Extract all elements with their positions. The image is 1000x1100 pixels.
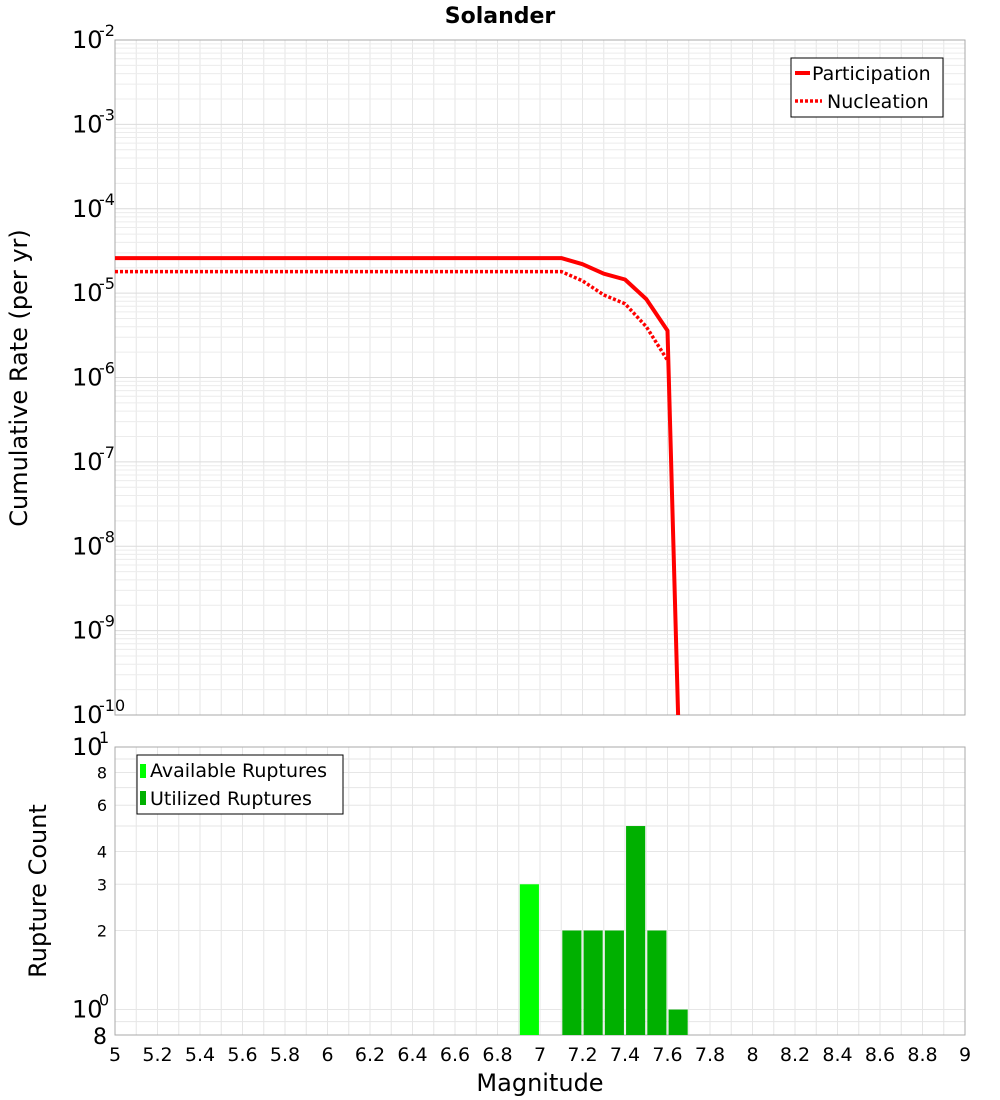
legend-available-label: Available Ruptures [150,760,327,782]
bottom-y-tick-exp: 1 [99,728,109,747]
top-y-tick-base: 10 [72,701,103,729]
top-y-tick-base: 10 [72,364,103,392]
x-tick-label: 6.8 [482,1044,512,1066]
top-y-tick-exp: -8 [99,527,115,546]
bar [562,930,582,1035]
bottom-y-axis-label: Rupture Count [24,804,52,978]
top-y-tick-base: 10 [72,279,103,307]
participation-line [115,256,681,716]
nucleation-line [115,269,669,362]
x-tick-label: 5.8 [270,1044,300,1066]
bottom-y-tick-label: 3 [97,875,107,894]
top-y-tick: 10-5 [72,274,115,307]
bottom-legend: Available Ruptures Utilized Ruptures [136,754,344,815]
top-y-tick: 10-6 [72,359,115,392]
bars [519,826,688,1035]
bottom-y-tick-label: 6 [97,796,107,815]
legend-utilized-label: Utilized Ruptures [150,788,312,810]
bottom-y-tick: 100 [72,991,109,1024]
top-y-tick-exp: -7 [99,443,115,462]
top-y-tick: 10-3 [72,105,115,138]
bar [604,930,624,1035]
bottom-y-tick: 8 [97,763,107,782]
bar [626,826,646,1035]
x-tick-label: 5.4 [185,1044,215,1066]
x-tick-label: 9 [959,1044,971,1066]
top-y-axis-label: Cumulative Rate (per yr) [5,229,33,527]
top-y-tick-exp: -4 [99,190,115,209]
bottom-y-tick: 8 [93,1025,107,1050]
bottom-y-tick-exp: 0 [99,991,109,1010]
top-y-tick: 10-7 [72,443,115,476]
bottom-y-tick-label: 4 [97,842,107,861]
top-grid [115,40,965,715]
top-y-tick-base: 10 [72,26,103,54]
x-tick-label: 8.8 [907,1044,937,1066]
bottom-y-tick: 3 [97,875,107,894]
bar [647,930,667,1035]
bar [668,1009,688,1035]
legend-utilized-swatch [140,791,146,805]
x-axis-label: Magnitude [476,1069,603,1097]
top-legend-box [790,57,944,118]
x-tick-label: 5.6 [227,1044,257,1066]
top-y-tick-exp: -6 [99,359,115,378]
x-tick-label: 6 [321,1044,333,1066]
bottom-y-tick: 4 [97,842,107,861]
legend-participation-label: Participation [812,63,931,85]
top-y-tick-base: 10 [72,617,103,645]
top-plot-frame [114,39,966,716]
bottom-plot-frame [114,746,966,1036]
bottom-y-tick-label: 8 [97,763,107,782]
top-y-tick-base: 10 [72,532,103,560]
x-tick-label: 6.6 [440,1044,470,1066]
legend-available-swatch [140,764,146,778]
top-y-tick: 10-9 [72,612,115,645]
x-tick-label: 6.2 [355,1044,385,1066]
bottom-y-tick: 101 [72,728,109,761]
x-tick-label: 8.2 [780,1044,810,1066]
top-y-tick-base: 10 [72,110,103,138]
bottom-y-tick-label: 2 [97,922,107,941]
x-tick-labels: 5 5.2 5.4 5.6 5.8 6 6.2 6.4 6.6 6.8 7 7.2 7.4 7.6 7.8 8… [109,1044,971,1066]
x-tick-label: 8.4 [822,1044,852,1066]
bottom-y-tick-base: 10 [72,996,103,1024]
legend-nucleation-label: Nucleation [827,91,929,113]
bottom-y-tick: 6 [97,796,107,815]
x-tick-label: 8.6 [865,1044,895,1066]
top-y-tick-exp: -10 [99,696,125,715]
x-tick-label: 8 [746,1044,758,1066]
top-y-tick-exp: -9 [99,612,115,631]
chart-title: Solander [445,4,556,29]
x-tick-label: 5.2 [142,1044,172,1066]
bar [583,930,603,1035]
bar [519,884,539,1035]
x-tick-label: 7.8 [695,1044,725,1066]
x-tick-label: 7.4 [610,1044,640,1066]
top-y-tick: 10-10 [72,696,125,729]
bottom-legend-box [136,754,344,815]
x-tick-label: 5 [109,1044,121,1066]
top-y-tick-exp: -3 [99,105,115,124]
x-tick-label: 7.2 [567,1044,597,1066]
bottom-y-tick-label: 8 [93,1025,107,1050]
x-tick-label: 7 [534,1044,546,1066]
x-tick-label: 6.4 [397,1044,427,1066]
top-y-tick: 10-4 [72,190,115,223]
top-y-tick-exp: -2 [99,21,115,40]
top-y-tick-base: 10 [72,195,103,223]
top-y-tick-exp: -5 [99,274,115,293]
bottom-y-tick-base: 10 [72,733,103,761]
top-y-tick-base: 10 [72,448,103,476]
bottom-y-tick: 2 [97,922,107,941]
top-legend: Participation Nucleation [790,57,944,118]
top-y-tick: 10-2 [72,21,115,54]
top-y-tick: 10-8 [72,527,115,560]
x-tick-label: 7.6 [652,1044,682,1066]
